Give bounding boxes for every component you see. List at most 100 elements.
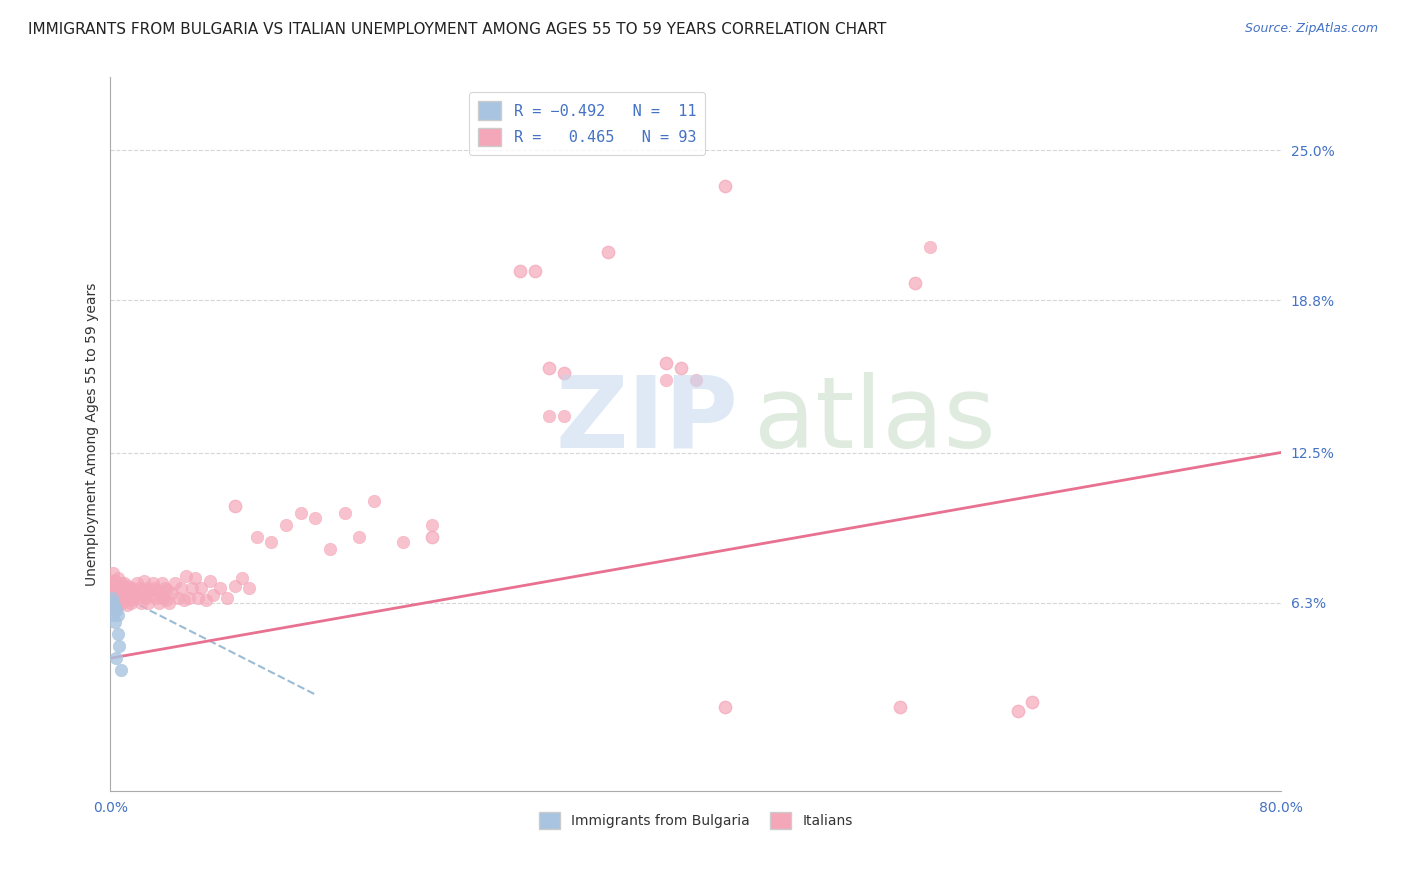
Point <box>125 576 148 591</box>
Point <box>655 373 678 387</box>
Point <box>149 586 172 600</box>
Point <box>103 566 125 581</box>
Point <box>107 571 129 585</box>
Point <box>105 588 128 602</box>
Point <box>155 593 177 607</box>
Point <box>117 578 139 592</box>
Point <box>121 593 143 607</box>
Point <box>105 603 128 617</box>
Point <box>135 591 157 605</box>
Point <box>103 607 125 622</box>
Point <box>319 542 342 557</box>
Point <box>103 578 125 592</box>
Point <box>224 578 246 592</box>
Point <box>918 240 941 254</box>
Point <box>156 583 179 598</box>
Point <box>115 583 138 598</box>
Point <box>104 583 127 598</box>
Point <box>163 576 186 591</box>
Point <box>194 593 217 607</box>
Point <box>714 179 737 194</box>
Point <box>110 663 132 677</box>
Point <box>105 651 128 665</box>
Text: Source: ZipAtlas.com: Source: ZipAtlas.com <box>1244 22 1378 36</box>
Point <box>198 574 221 588</box>
Point <box>152 591 174 605</box>
Point <box>553 409 575 424</box>
Point <box>114 593 136 607</box>
Point <box>238 581 260 595</box>
Point <box>138 595 160 609</box>
Point <box>121 581 143 595</box>
Point <box>104 598 127 612</box>
Point <box>143 581 166 595</box>
Point <box>111 595 134 609</box>
Point <box>110 576 132 591</box>
Point <box>141 588 163 602</box>
Point <box>132 574 155 588</box>
Point <box>392 535 415 549</box>
Point <box>290 506 312 520</box>
Point <box>217 591 239 605</box>
Point <box>304 511 326 525</box>
Point <box>101 574 124 588</box>
Point <box>157 595 180 609</box>
Point <box>231 571 253 585</box>
Point <box>104 615 127 629</box>
Point <box>538 409 561 424</box>
Point <box>118 586 141 600</box>
Point <box>153 581 176 595</box>
Point <box>136 581 159 595</box>
Point <box>105 578 128 592</box>
Point <box>184 571 207 585</box>
Point <box>209 581 232 595</box>
Point <box>111 583 134 598</box>
Text: IMMIGRANTS FROM BULGARIA VS ITALIAN UNEMPLOYMENT AMONG AGES 55 TO 59 YEARS CORRE: IMMIGRANTS FROM BULGARIA VS ITALIAN UNEM… <box>28 22 887 37</box>
Point <box>420 518 443 533</box>
Point <box>107 607 129 622</box>
Point <box>179 591 201 605</box>
Point <box>101 591 124 605</box>
Point <box>714 699 737 714</box>
Point <box>145 591 167 605</box>
Point <box>538 360 561 375</box>
Point <box>274 518 297 533</box>
Point <box>420 530 443 544</box>
Point <box>148 595 170 609</box>
Point <box>131 586 153 600</box>
Point <box>114 581 136 595</box>
Text: atlas: atlas <box>754 372 995 468</box>
Point <box>117 591 139 605</box>
Point <box>107 627 129 641</box>
Point <box>108 593 131 607</box>
Point <box>509 264 531 278</box>
Point <box>105 603 128 617</box>
Point <box>669 360 692 375</box>
Point <box>553 366 575 380</box>
Point <box>523 264 546 278</box>
Point <box>127 591 149 605</box>
Point <box>160 586 183 600</box>
Point <box>224 499 246 513</box>
Point <box>150 576 173 591</box>
Point <box>104 600 127 615</box>
Point <box>115 598 138 612</box>
Point <box>260 535 283 549</box>
Point <box>108 639 131 653</box>
Point <box>124 588 146 602</box>
Point <box>146 583 169 598</box>
Point <box>103 595 125 609</box>
Point <box>596 244 619 259</box>
Point <box>166 591 188 605</box>
Point <box>104 574 127 588</box>
Point <box>107 586 129 600</box>
Text: ZIP: ZIP <box>555 372 738 468</box>
Legend: Immigrants from Bulgaria, Italians: Immigrants from Bulgaria, Italians <box>533 806 858 834</box>
Point <box>101 583 124 598</box>
Point <box>173 593 195 607</box>
Point <box>120 595 142 609</box>
Point <box>107 598 129 612</box>
Point <box>1007 705 1029 719</box>
Point <box>889 699 911 714</box>
Point <box>1021 695 1043 709</box>
